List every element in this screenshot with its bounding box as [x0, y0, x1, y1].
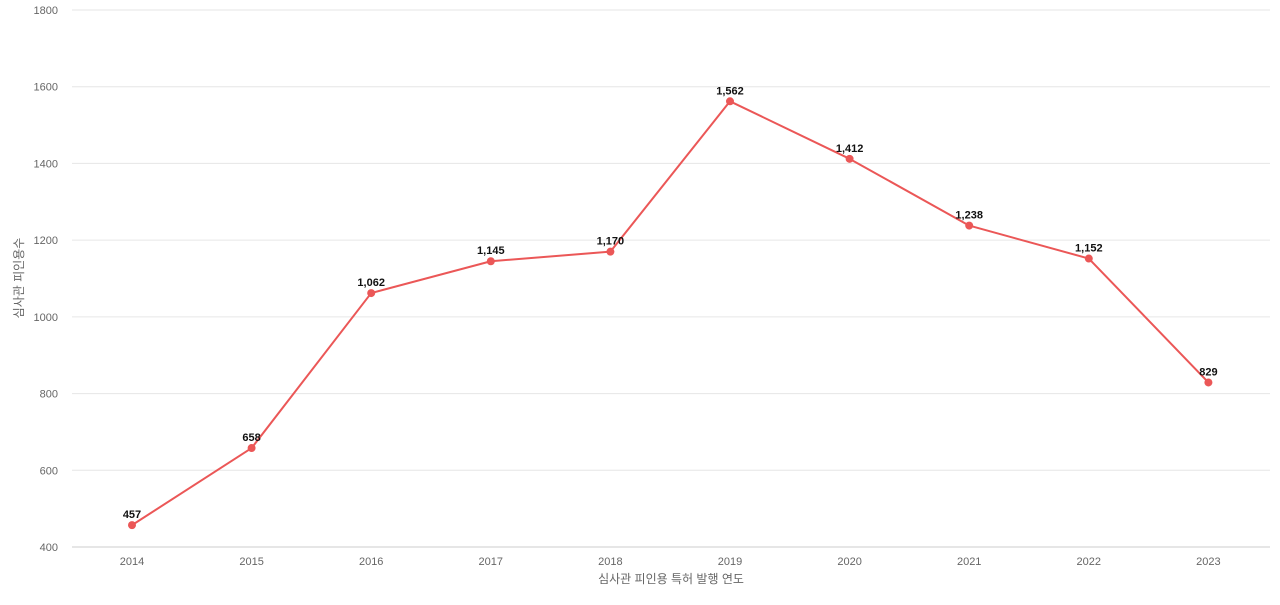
data-point[interactable]	[726, 97, 734, 106]
x-tick-label: 2020	[837, 556, 861, 568]
data-label: 457	[123, 509, 141, 521]
y-axis-title: 심사관 피인용수	[12, 238, 26, 319]
data-point[interactable]	[128, 521, 136, 530]
data-label: 658	[242, 432, 260, 444]
x-tick-label: 2016	[359, 556, 383, 568]
series-line	[131, 100, 1210, 527]
data-label: 829	[1199, 366, 1217, 378]
x-tick-label: 2015	[239, 556, 263, 568]
y-tick-label: 1800	[34, 5, 58, 17]
y-tick-label: 800	[40, 389, 58, 401]
x-tick-label: 2023	[1196, 556, 1220, 568]
data-point[interactable]	[845, 154, 854, 163]
data-point[interactable]	[367, 289, 376, 298]
data-label: 1,562	[716, 85, 744, 97]
grid-lines	[72, 9, 1270, 548]
y-axis-ticks: 400 600 800 1000 1200 1400 1600 1800	[34, 5, 58, 554]
data-point[interactable]	[486, 257, 495, 266]
data-label: 1,412	[836, 143, 864, 155]
data-point[interactable]	[1084, 254, 1093, 263]
y-tick-label: 1200	[34, 235, 58, 247]
data-label: 1,152	[1075, 243, 1103, 255]
x-axis-title: 심사관 피인용 특허 발행 연도	[598, 571, 744, 586]
x-tick-label: 2018	[598, 556, 622, 568]
x-tick-label: 2022	[1077, 556, 1101, 568]
data-labels: 457 658 1,062 1,145 1,170 1,562 1,412 1,238 1,15…	[123, 85, 1218, 521]
x-axis-ticks: 2014 2015 2016 2017 2018 2019 2020 2021 2022 2023	[120, 556, 1221, 568]
data-point[interactable]	[606, 247, 615, 256]
data-label: 1,145	[477, 245, 505, 257]
y-tick-label: 400	[40, 542, 58, 554]
x-tick-label: 2021	[957, 556, 981, 568]
x-tick-label: 2014	[120, 556, 144, 568]
y-tick-label: 1000	[34, 312, 58, 324]
y-tick-label: 1600	[34, 82, 58, 94]
y-tick-label: 1400	[34, 158, 58, 170]
y-tick-label: 600	[40, 465, 58, 477]
data-point[interactable]	[965, 221, 974, 230]
x-tick-label: 2019	[718, 556, 742, 568]
data-label: 1,238	[955, 210, 983, 222]
data-point[interactable]	[1204, 378, 1213, 387]
data-label: 1,062	[357, 277, 385, 289]
x-tick-label: 2017	[479, 556, 503, 568]
data-label: 1,170	[597, 236, 625, 248]
series-layer	[128, 97, 1213, 530]
data-point[interactable]	[247, 444, 256, 453]
